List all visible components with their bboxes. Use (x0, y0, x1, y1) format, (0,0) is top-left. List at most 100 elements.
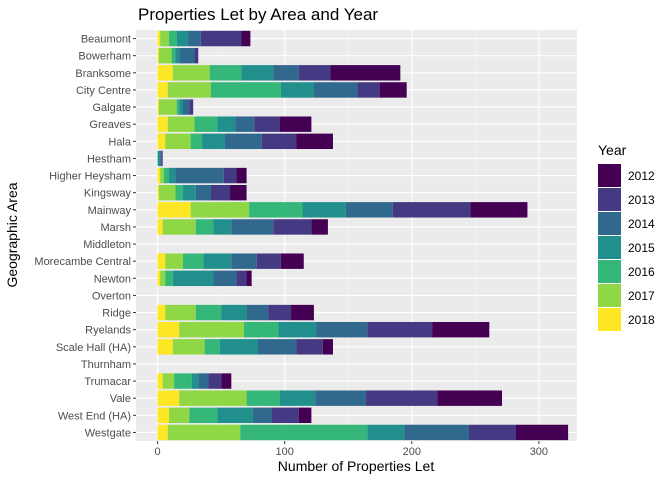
bar-segment (175, 184, 184, 201)
bar-segment (246, 270, 252, 287)
bar-segment (157, 373, 163, 389)
bar-segment (160, 167, 164, 184)
y-tick-label: Morecambe Central (34, 256, 131, 268)
bar-segment (176, 99, 180, 115)
bar-segment (200, 30, 242, 47)
bar-segment (302, 202, 346, 218)
grid-minor (220, 30, 476, 441)
bar-segment (157, 30, 161, 47)
bar-segment (278, 321, 317, 338)
legend-key (598, 308, 621, 331)
legend-key (598, 212, 621, 235)
bar-segment (172, 270, 214, 287)
bar-segment (158, 47, 172, 64)
x-tick-label: 200 (403, 446, 421, 458)
bar-segment (296, 133, 333, 150)
bar-segment (179, 390, 247, 406)
bar-segment (157, 202, 191, 218)
bar-segment (392, 202, 471, 218)
bar-segment (231, 219, 274, 235)
bar-segment (322, 339, 333, 355)
y-tick-label: West End (HA) (58, 410, 131, 422)
bar-segment (158, 184, 176, 201)
bar-segment (217, 116, 236, 132)
bar-segment (246, 390, 280, 406)
bar-segment (279, 116, 312, 132)
bar-segment (172, 339, 205, 355)
bar-segment (235, 116, 255, 132)
y-tick-label: Overton (92, 290, 131, 302)
bar-segment (157, 390, 180, 406)
legend-key (598, 164, 621, 187)
bar-segment (330, 65, 401, 81)
bar-segment (241, 65, 274, 81)
bar-segment (221, 373, 232, 389)
bar-segment (167, 116, 195, 132)
bar-segment (252, 407, 272, 424)
bar-segment (315, 390, 367, 406)
y-tick-label: City Centre (76, 85, 131, 97)
bar-segment (367, 424, 405, 441)
bar-segment (515, 424, 569, 441)
y-tick-label: Mainway (88, 205, 132, 217)
bar-segment (210, 184, 231, 201)
bar-segment (256, 253, 281, 269)
legend-key (598, 236, 621, 259)
x-tick-label: 300 (530, 446, 548, 458)
y-tick-label: Greaves (89, 119, 131, 131)
bar-segment (437, 390, 503, 406)
bar-segment (280, 253, 304, 269)
bar-segment (175, 47, 180, 64)
y-tick-label: Bowerham (78, 51, 131, 63)
bar-segment (165, 270, 173, 287)
bar-segment (189, 407, 218, 424)
bar-segment (280, 82, 314, 98)
bar-segment (169, 30, 177, 47)
bar-segment (194, 47, 199, 64)
bar-segment (157, 270, 161, 287)
legend-label: 2017 (628, 289, 655, 303)
x-axis-title: Number of Properties Let (278, 458, 435, 474)
bar-segment (311, 219, 328, 235)
bar-segment (157, 321, 180, 338)
bar-segment (171, 47, 176, 64)
bar-segment (160, 270, 166, 287)
y-tick-label: Hestham (87, 153, 131, 165)
legend-key (598, 188, 621, 211)
y-tick-label: Trumacar (84, 376, 131, 388)
bar-segment (157, 99, 159, 115)
bar-segment (157, 407, 170, 424)
bar-segment (367, 321, 433, 338)
y-tick-label: Scale Hall (HA) (56, 342, 131, 354)
bar-segment (165, 133, 191, 150)
bar-segment (160, 150, 162, 167)
x-tick-label: 100 (276, 446, 294, 458)
legend-key (598, 284, 621, 307)
bar-segment (169, 407, 190, 424)
bars (157, 30, 569, 441)
bar-segment (165, 304, 196, 321)
legend-title: Year (598, 142, 627, 158)
plot-panel (136, 30, 577, 441)
bar-segment (198, 373, 209, 389)
bar-segment (298, 407, 312, 424)
bar-segment (298, 65, 331, 81)
legend-label: 2016 (628, 265, 655, 279)
y-tick-label: Kingsway (84, 188, 132, 200)
bar-segment (203, 253, 232, 269)
bar-segment (190, 202, 250, 218)
bar-segment (158, 99, 177, 115)
bar-segment (157, 150, 161, 167)
bar-segment (468, 424, 516, 441)
y-tick-label: Westgate (85, 427, 131, 439)
bar-segment (240, 424, 368, 441)
bar-segment (404, 424, 469, 441)
bar-segment (157, 65, 173, 81)
bar-segment (246, 304, 269, 321)
bar-segment (268, 304, 292, 321)
chart-title: Properties Let by Area and Year (138, 5, 378, 24)
bar-segment (188, 30, 201, 47)
bar-segment (157, 424, 168, 441)
bar-segment (291, 304, 314, 321)
